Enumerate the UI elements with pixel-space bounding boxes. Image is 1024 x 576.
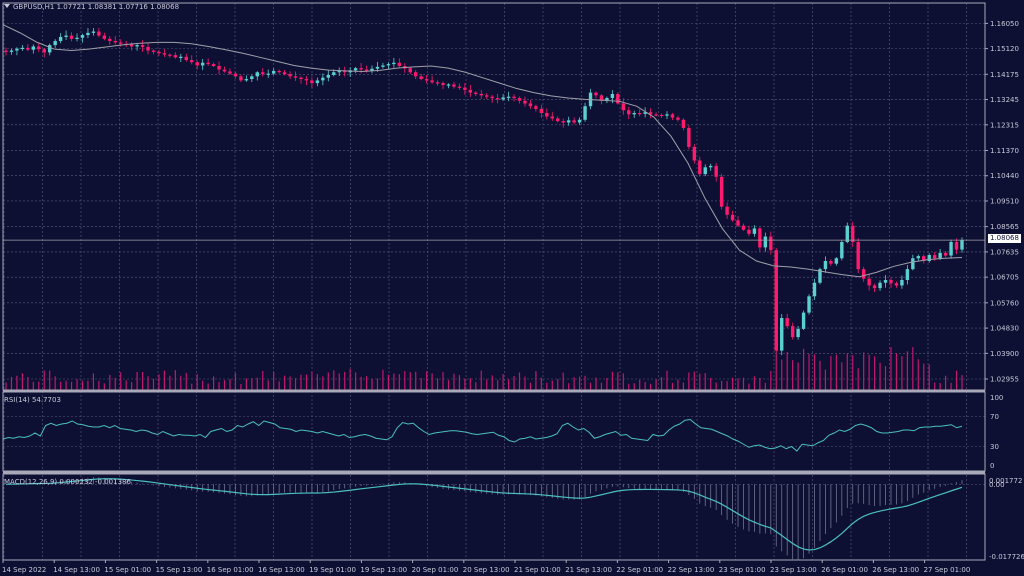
svg-text:16 Sep 13:00: 16 Sep 13:00: [258, 566, 305, 574]
svg-text:1.03900: 1.03900: [990, 350, 1019, 358]
pane-borders: [2, 2, 986, 561]
svg-text:1.07635: 1.07635: [990, 248, 1019, 256]
volume-bars: [5, 347, 963, 390]
rsi-line: [2, 418, 963, 452]
svg-text:26 Sep 13:00: 26 Sep 13:00: [872, 566, 919, 574]
svg-text:27 Sep 01:00: 27 Sep 01:00: [924, 566, 971, 574]
dropdown-triangle-icon[interactable]: [4, 4, 10, 8]
svg-text:1.13245: 1.13245: [990, 96, 1019, 104]
svg-text:19 Sep 13:00: 19 Sep 13:00: [360, 566, 407, 574]
grid-lines: [3, 3, 985, 560]
candlestick-series: [4, 27, 964, 356]
price-axis-labels: 1.16050 1.15120 1.14175 1.13245 1.12315 1.113…: [985, 20, 1024, 561]
svg-text:15 Sep 13:00: 15 Sep 13:00: [156, 566, 203, 574]
svg-text:23 Sep 01:00: 23 Sep 01:00: [719, 566, 766, 574]
svg-text:21 Sep 13:00: 21 Sep 13:00: [565, 566, 612, 574]
svg-text:1.12315: 1.12315: [990, 121, 1019, 129]
svg-text:1.16050: 1.16050: [990, 20, 1019, 28]
svg-text:1.06705: 1.06705: [990, 274, 1019, 282]
rsi-indicator-label: RSI(14) 54.7703: [4, 396, 61, 404]
svg-text:20 Sep 13:00: 20 Sep 13:00: [463, 566, 510, 574]
svg-text:26 Sep 01:00: 26 Sep 01:00: [821, 566, 868, 574]
svg-text:15 Sep 01:00: 15 Sep 01:00: [104, 566, 151, 574]
macd-signal-line: [5, 478, 963, 551]
svg-text:100: 100: [990, 394, 1003, 402]
svg-text:22 Sep 01:00: 22 Sep 01:00: [616, 566, 663, 574]
moving-average-line: [2, 24, 963, 278]
svg-text:1.14175: 1.14175: [990, 71, 1019, 79]
svg-text:20 Sep 01:00: 20 Sep 01:00: [412, 566, 459, 574]
svg-text:14 Sep 2022: 14 Sep 2022: [2, 566, 46, 574]
svg-text:1.09510: 1.09510: [990, 197, 1019, 205]
svg-text:0.00: 0.00: [989, 481, 1005, 489]
svg-text:14 Sep 13:00: 14 Sep 13:00: [53, 566, 100, 574]
time-axis-labels: 14 Sep 2022 14 Sep 13:00 15 Sep 01:00 15 Se…: [2, 560, 970, 574]
svg-text:1.15120: 1.15120: [990, 45, 1019, 53]
svg-text:23 Sep 13:00: 23 Sep 13:00: [770, 566, 817, 574]
svg-text:0.001772: 0.001772: [989, 477, 1022, 485]
svg-text:0: 0: [990, 462, 994, 470]
chart-title[interactable]: GBPUSD,H1 1.07721 1.08381 1.07716 1.0806…: [4, 3, 179, 11]
svg-text:1.11370: 1.11370: [990, 147, 1019, 155]
svg-text:30: 30: [990, 443, 999, 451]
svg-text:-0.017726: -0.017726: [989, 553, 1024, 561]
svg-text:1.10440: 1.10440: [990, 172, 1019, 180]
svg-text:16 Sep 01:00: 16 Sep 01:00: [207, 566, 254, 574]
svg-text:1.08565: 1.08565: [990, 223, 1019, 231]
svg-text:70: 70: [990, 413, 999, 421]
svg-text:1.05760: 1.05760: [990, 299, 1019, 307]
svg-text:1.04830: 1.04830: [990, 325, 1019, 333]
macd-histogram: [11, 477, 963, 561]
svg-text:1.02955: 1.02955: [990, 376, 1019, 384]
svg-text:19 Sep 01:00: 19 Sep 01:00: [309, 566, 356, 574]
svg-text:22 Sep 13:00: 22 Sep 13:00: [668, 566, 715, 574]
current-price-tag: 1.08068: [988, 234, 1021, 243]
macd-indicator-label: MACD(12,26,9) 0.000232 -0.001386: [4, 478, 131, 486]
svg-text:21 Sep 01:00: 21 Sep 01:00: [514, 566, 561, 574]
